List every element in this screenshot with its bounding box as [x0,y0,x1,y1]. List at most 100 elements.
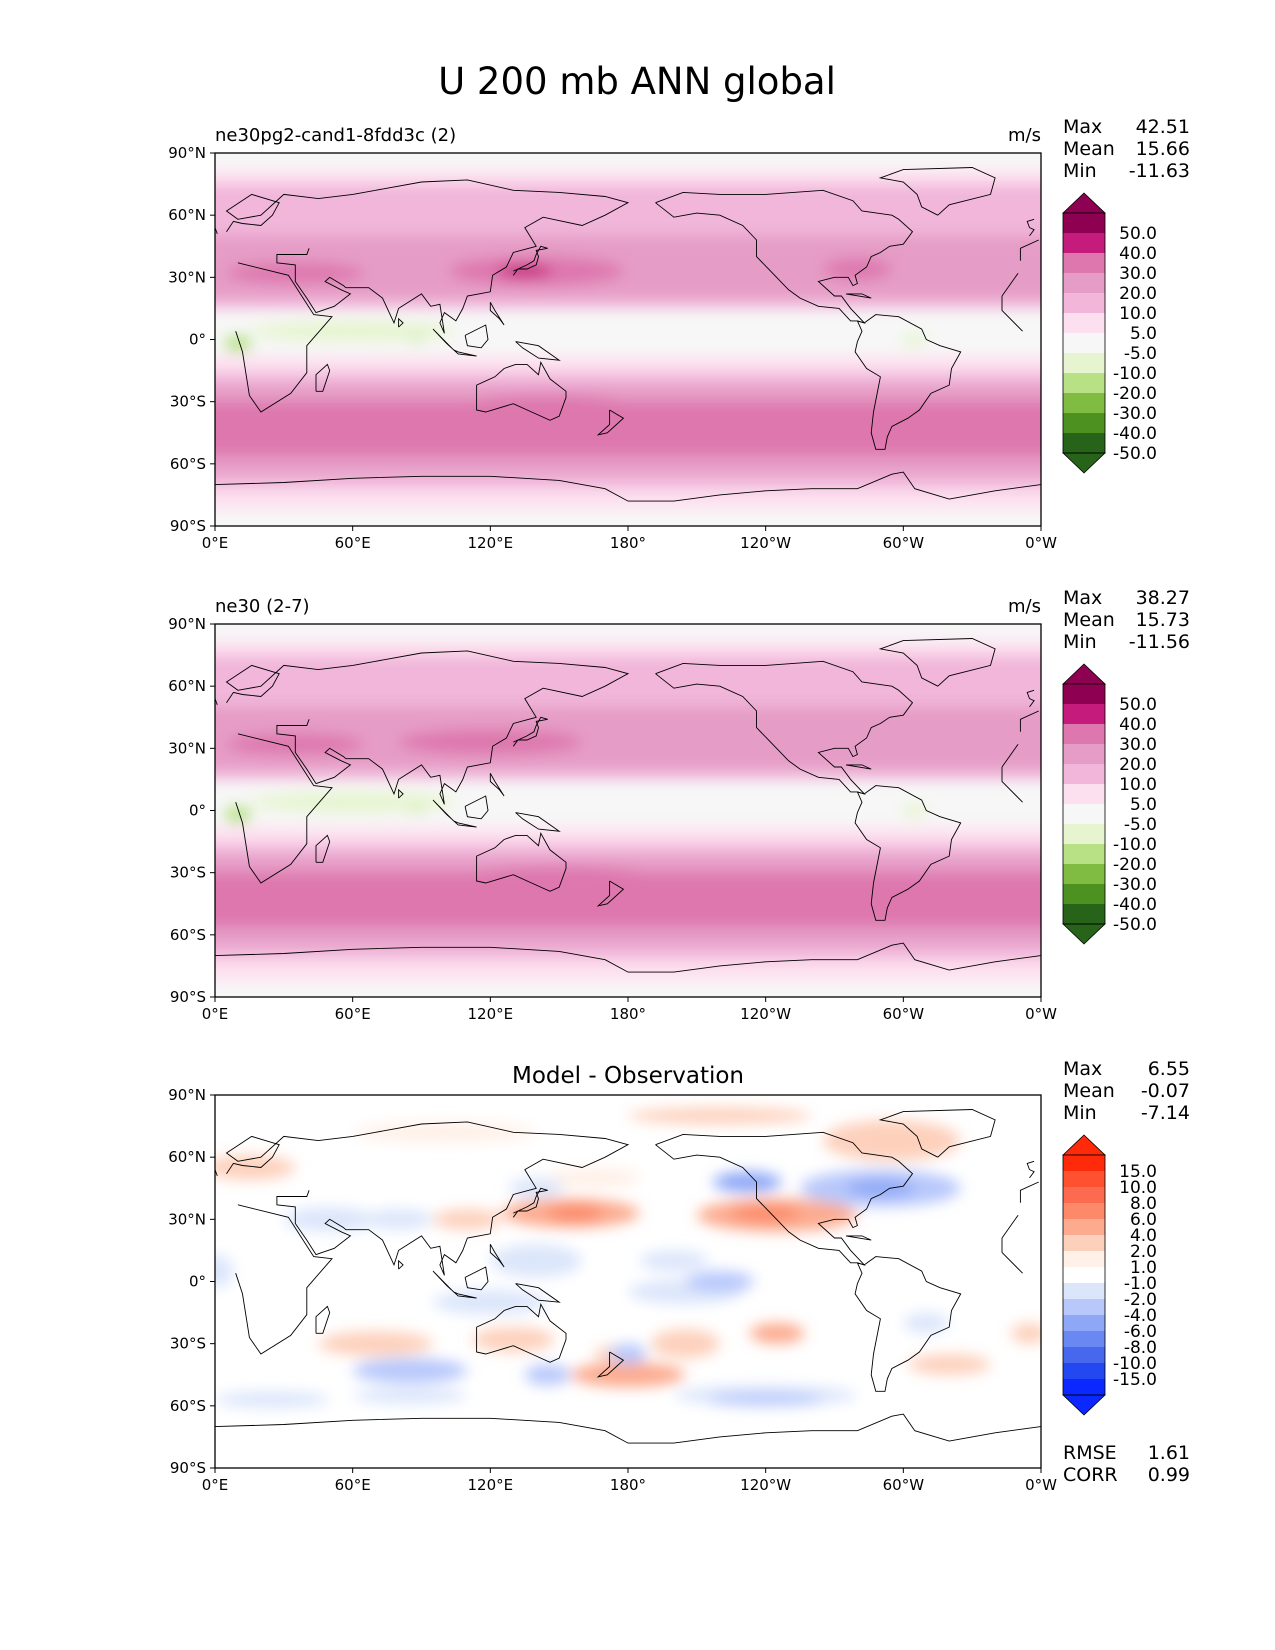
lat-tick-label: 60°S [170,926,206,944]
lon-tick-label: 120°W [740,1005,791,1023]
lat-tick-label: 30°S [170,864,206,882]
panels: 90°N 60°N 30°N 0° 30°S 60°S 90°S 0°E 60°E 120°E 18… [168,116,1190,1494]
stat-label: Mean [1063,609,1115,631]
lat-tick-label: 90°N [168,1086,206,1104]
stat-label: Min [1063,160,1097,182]
colorbar-label: -5.0 [1124,815,1157,835]
map-panel-2: 90°N 60°N 30°N 0° 30°S 60°S 90°S0°E 60°E 120°E 18… [168,587,1190,1023]
panel-title: ne30pg2-cand1-8fdd3c (2) [215,125,456,146]
colorbar-swatch [1063,273,1105,294]
colorbar-label: 6.0 [1130,1210,1157,1230]
lat-tick-label: 30°S [170,1335,206,1353]
stat-label: Min [1063,631,1097,653]
stat-value: 38.27 [1136,587,1190,609]
lon-tick-label: 0°W [1025,1476,1057,1494]
colorbar-swatch [1063,824,1105,845]
lat-tick-label: 30°N [168,1210,206,1228]
lon-tick-label: 120°W [740,534,791,552]
metric-label: CORR [1063,1464,1118,1486]
lat-tick-label: 30°N [168,268,206,286]
colorbar-label: 30.0 [1119,735,1157,755]
colorbar-label: 40.0 [1119,244,1157,264]
colorbar-bottom-extend [1062,1394,1106,1416]
stat-value: -0.07 [1141,1080,1190,1102]
lon-tick-label: 180° [610,1476,646,1494]
units-label: m/s [1008,125,1041,146]
coastlines [215,1109,1041,1444]
colorbar-label: -2.0 [1124,1290,1157,1310]
lon-tick-label: 0°W [1025,1005,1057,1023]
stat-label: Max [1063,1058,1102,1080]
colorbar-swatch [1063,904,1105,925]
colorbar-swatch [1063,764,1105,785]
lat-tick-label: 60°N [168,677,206,695]
metric-label: RMSE [1063,1442,1117,1464]
colorbar-label: 2.0 [1130,1242,1157,1262]
colorbar-label: -50.0 [1113,444,1157,464]
panel-title: ne30 (2-7) [215,596,310,617]
stat-value: 6.55 [1148,1058,1190,1080]
lon-tick-label: 120°E [468,1005,514,1023]
lon-tick-label: 60°W [883,534,925,552]
colorbar-swatch [1063,1251,1105,1268]
lat-tick-label: 0° [189,802,206,820]
colorbar-label: -1.0 [1124,1274,1157,1294]
lat-tick-label: 60°S [170,1397,206,1415]
colorbar: 50.040.030.020.010.05.0-5.0-10.0-20.0-30… [1062,192,1157,474]
colorbar-label: -50.0 [1113,915,1157,935]
colorbar: 50.040.030.020.010.05.0-5.0-10.0-20.0-30… [1062,663,1157,945]
lat-tick-label: 60°S [170,455,206,473]
colorbar-label: 10.0 [1119,775,1157,795]
colorbar-top-extend [1062,663,1106,685]
lon-tick-label: 180° [610,534,646,552]
contour-field [215,624,1041,997]
colorbar-swatch [1063,1235,1105,1252]
colorbar-swatch [1063,724,1105,745]
colorbar-label: 10.0 [1119,1178,1157,1198]
stat-label: Max [1063,116,1102,138]
colorbar-swatch [1063,1363,1105,1380]
lat-tick-label: 60°N [168,206,206,224]
colorbar-swatch [1063,844,1105,865]
colorbar-label: -20.0 [1113,855,1157,875]
colorbar-bottom-extend [1062,923,1106,945]
stat-value: -11.56 [1129,631,1190,653]
colorbar-label: -10.0 [1113,835,1157,855]
colorbar-label: -40.0 [1113,895,1157,915]
colorbar-swatch [1063,884,1105,905]
stat-label: Mean [1063,138,1115,160]
colorbar-swatch [1063,1155,1105,1172]
lon-tick-label: 60°W [883,1005,925,1023]
figure-title: U 200 mb ANN global [438,60,836,103]
colorbar-swatch [1063,313,1105,334]
colorbar-label: -30.0 [1113,875,1157,895]
colorbar-swatch [1063,1379,1105,1396]
colorbar-swatch [1063,1315,1105,1332]
lon-tick-label: 0°W [1025,534,1057,552]
colorbar-label: -6.0 [1124,1322,1157,1342]
lat-tick-label: 90°S [170,988,206,1006]
colorbar-label: -10.0 [1113,364,1157,384]
colorbar-swatch [1063,1171,1105,1188]
stat-value: 42.51 [1136,116,1190,138]
colorbar-label: 20.0 [1119,284,1157,304]
colorbar-label: 4.0 [1130,1226,1157,1246]
metric-value: 0.99 [1148,1464,1190,1486]
colorbar-label: 8.0 [1130,1194,1157,1214]
colorbar-label: 1.0 [1130,1258,1157,1278]
lon-tick-label: 60°E [335,534,371,552]
colorbar-label: 20.0 [1119,755,1157,775]
colorbar-swatch [1063,253,1105,274]
lat-tick-label: 30°N [168,739,206,757]
colorbar-swatch [1063,864,1105,885]
colorbar-swatch [1063,1283,1105,1300]
colorbar-swatch [1063,1219,1105,1236]
lon-tick-label: 120°E [468,534,514,552]
panel-title: Model - Observation [512,1063,744,1089]
coastlines [215,167,1041,502]
colorbar-label: -40.0 [1113,424,1157,444]
lon-tick-label: 120°E [468,1476,514,1494]
colorbar-swatch [1063,784,1105,805]
lon-tick-label: 0°E [202,534,229,552]
colorbar-swatch [1063,413,1105,434]
